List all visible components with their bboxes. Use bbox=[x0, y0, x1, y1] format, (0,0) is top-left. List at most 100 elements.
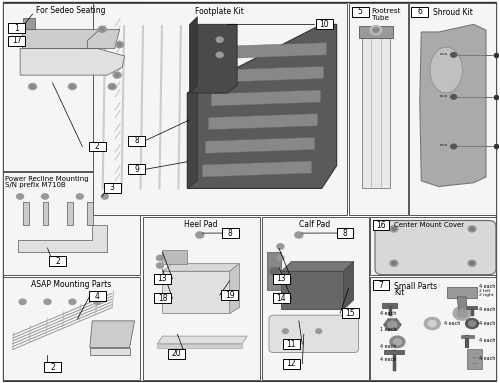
Circle shape bbox=[468, 226, 476, 232]
FancyBboxPatch shape bbox=[336, 228, 353, 238]
Circle shape bbox=[101, 194, 108, 199]
Polygon shape bbox=[460, 335, 473, 339]
Circle shape bbox=[468, 260, 476, 266]
Text: 1 each: 1 each bbox=[380, 327, 396, 332]
Polygon shape bbox=[362, 38, 390, 188]
FancyBboxPatch shape bbox=[2, 2, 496, 381]
Polygon shape bbox=[388, 325, 397, 331]
Polygon shape bbox=[68, 202, 73, 225]
FancyBboxPatch shape bbox=[154, 293, 171, 303]
FancyBboxPatch shape bbox=[269, 315, 358, 352]
Circle shape bbox=[76, 194, 84, 199]
Text: 8: 8 bbox=[228, 229, 232, 237]
Polygon shape bbox=[344, 262, 353, 309]
FancyBboxPatch shape bbox=[2, 277, 140, 380]
Circle shape bbox=[94, 299, 100, 304]
Text: 4 each: 4 each bbox=[478, 307, 495, 312]
Polygon shape bbox=[18, 225, 107, 252]
Polygon shape bbox=[190, 25, 237, 93]
Circle shape bbox=[70, 85, 74, 88]
Polygon shape bbox=[206, 137, 315, 153]
Text: c=x: c=x bbox=[440, 94, 448, 98]
Circle shape bbox=[16, 194, 24, 199]
Text: Power Recline Mounting: Power Recline Mounting bbox=[5, 176, 89, 182]
FancyBboxPatch shape bbox=[168, 349, 185, 359]
Polygon shape bbox=[384, 319, 392, 325]
Text: 17: 17 bbox=[12, 36, 22, 45]
Circle shape bbox=[216, 37, 223, 42]
Polygon shape bbox=[90, 348, 130, 355]
Polygon shape bbox=[88, 29, 120, 48]
Polygon shape bbox=[217, 43, 326, 59]
Text: Footplate Kit: Footplate Kit bbox=[196, 7, 244, 16]
Text: 3: 3 bbox=[110, 183, 114, 192]
FancyBboxPatch shape bbox=[370, 217, 496, 275]
Circle shape bbox=[450, 95, 456, 99]
Polygon shape bbox=[188, 25, 336, 188]
Circle shape bbox=[390, 260, 398, 266]
Circle shape bbox=[110, 85, 114, 88]
Polygon shape bbox=[188, 85, 198, 188]
Text: 4 each: 4 each bbox=[380, 357, 396, 362]
Text: Tube: Tube bbox=[372, 15, 388, 21]
Text: 5: 5 bbox=[358, 7, 362, 16]
Polygon shape bbox=[382, 303, 398, 308]
Text: Heel Pad: Heel Pad bbox=[184, 220, 218, 229]
FancyBboxPatch shape bbox=[273, 274, 290, 284]
Text: 19: 19 bbox=[225, 291, 234, 300]
Circle shape bbox=[108, 83, 116, 90]
Polygon shape bbox=[162, 264, 240, 271]
Text: 4 each: 4 each bbox=[444, 321, 460, 326]
FancyBboxPatch shape bbox=[154, 274, 171, 284]
FancyBboxPatch shape bbox=[283, 339, 300, 349]
FancyBboxPatch shape bbox=[104, 183, 120, 193]
Polygon shape bbox=[88, 202, 94, 225]
Polygon shape bbox=[214, 66, 324, 82]
Text: Center Mount Cover: Center Mount Cover bbox=[394, 222, 464, 228]
Polygon shape bbox=[202, 161, 312, 177]
Text: 10: 10 bbox=[320, 20, 329, 29]
Text: 11: 11 bbox=[286, 340, 296, 349]
Circle shape bbox=[28, 83, 36, 90]
Circle shape bbox=[282, 329, 288, 334]
Text: Kit: Kit bbox=[394, 288, 404, 298]
Circle shape bbox=[470, 228, 474, 231]
Text: Shroud Kit: Shroud Kit bbox=[432, 8, 472, 17]
FancyBboxPatch shape bbox=[89, 141, 106, 151]
Text: 9: 9 bbox=[134, 165, 139, 174]
Circle shape bbox=[450, 52, 456, 57]
Polygon shape bbox=[22, 18, 35, 29]
FancyBboxPatch shape bbox=[8, 36, 25, 46]
FancyBboxPatch shape bbox=[93, 3, 346, 215]
Polygon shape bbox=[208, 114, 318, 130]
Text: 2: 2 bbox=[50, 363, 55, 372]
Text: 20: 20 bbox=[172, 349, 181, 358]
Text: 2: 2 bbox=[95, 142, 100, 151]
Circle shape bbox=[392, 262, 396, 265]
Polygon shape bbox=[384, 325, 392, 331]
Polygon shape bbox=[388, 319, 397, 325]
FancyBboxPatch shape bbox=[273, 293, 290, 303]
Text: Small Parts: Small Parts bbox=[394, 282, 437, 291]
Text: 14: 14 bbox=[276, 294, 286, 303]
FancyBboxPatch shape bbox=[221, 290, 238, 300]
Polygon shape bbox=[467, 349, 482, 368]
Text: 18: 18 bbox=[158, 294, 167, 303]
FancyBboxPatch shape bbox=[412, 7, 428, 17]
Text: 8: 8 bbox=[134, 136, 139, 145]
Polygon shape bbox=[90, 321, 134, 348]
FancyBboxPatch shape bbox=[89, 291, 106, 301]
FancyBboxPatch shape bbox=[372, 220, 390, 230]
Polygon shape bbox=[268, 252, 281, 290]
Polygon shape bbox=[190, 17, 198, 93]
Circle shape bbox=[394, 339, 402, 345]
FancyBboxPatch shape bbox=[49, 256, 66, 266]
Circle shape bbox=[156, 255, 164, 260]
Circle shape bbox=[30, 85, 34, 88]
FancyBboxPatch shape bbox=[342, 308, 358, 318]
Text: 4 each: 4 each bbox=[380, 344, 396, 349]
Text: 6: 6 bbox=[418, 7, 422, 16]
Circle shape bbox=[390, 336, 405, 348]
Circle shape bbox=[370, 26, 382, 34]
Circle shape bbox=[428, 321, 436, 327]
